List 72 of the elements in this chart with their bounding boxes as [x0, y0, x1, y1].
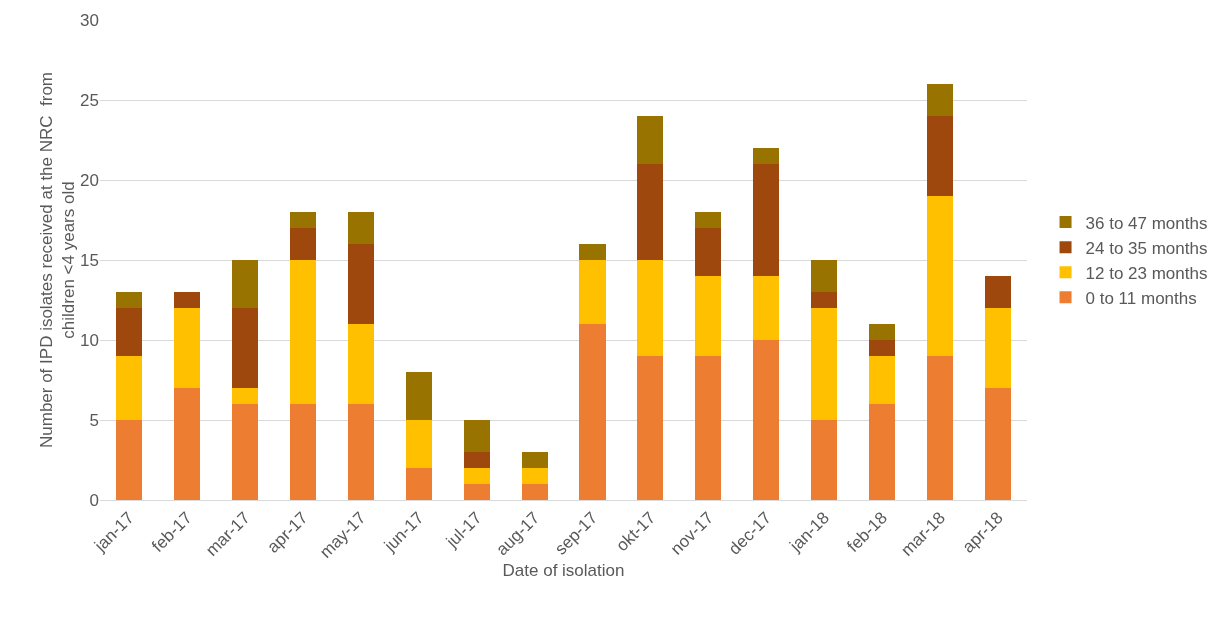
bar [347, 404, 374, 500]
y-tick-label: 30 [80, 10, 99, 30]
bar [173, 308, 200, 388]
bar [753, 276, 780, 340]
bar [985, 276, 1012, 308]
bar [289, 212, 316, 228]
bar [347, 212, 374, 244]
legend-label: 24 to 35 months [1085, 238, 1208, 258]
bar [231, 404, 258, 500]
y-tick-label: 10 [80, 330, 99, 350]
bar [579, 244, 606, 260]
bar [289, 404, 316, 500]
bar [927, 196, 954, 356]
bar [347, 244, 374, 324]
bar [811, 308, 838, 420]
bar [985, 388, 1012, 500]
y-tick-label: 0 [89, 490, 99, 510]
bar [463, 484, 490, 500]
bar [637, 260, 664, 356]
legend-label: 0 to 11 months [1085, 288, 1197, 308]
bar [637, 116, 664, 164]
bar [115, 356, 142, 420]
bar [347, 324, 374, 404]
bar [811, 420, 838, 500]
bar [753, 340, 780, 500]
bar [579, 324, 606, 500]
bar [405, 468, 432, 500]
legend-label: 36 to 47 months [1085, 213, 1208, 233]
bar [173, 388, 200, 500]
bar [115, 292, 142, 308]
bar [927, 356, 954, 500]
bar [869, 404, 896, 500]
bar [173, 292, 200, 308]
bar [869, 356, 896, 404]
bar [521, 484, 548, 500]
bar [869, 340, 896, 356]
bar [695, 276, 722, 356]
bar [811, 260, 838, 292]
bar [637, 356, 664, 500]
bar [231, 260, 258, 308]
bar [521, 452, 548, 468]
x-axis-title: Date of isolation [502, 561, 625, 581]
bar [985, 308, 1012, 388]
y-tick-label: 15 [80, 250, 99, 270]
bar [405, 420, 432, 468]
bar [289, 228, 316, 260]
legend-label: 12 to 23 months [1085, 263, 1208, 283]
bar [695, 212, 722, 228]
bar [753, 148, 780, 164]
bar [405, 372, 432, 420]
y-tick-label: 20 [80, 170, 99, 190]
bar [463, 468, 490, 484]
bar [463, 420, 490, 452]
bar [463, 452, 490, 468]
y-axis-title: Number of IPD isolates received at the NRC from children <4 years old [36, 71, 79, 449]
bar [115, 308, 142, 356]
bar [115, 420, 142, 500]
bar [695, 228, 722, 276]
bar [695, 356, 722, 500]
bar [811, 292, 838, 308]
bar [927, 116, 954, 196]
bar [753, 164, 780, 276]
y-tick-label: 5 [89, 410, 99, 430]
bar [927, 84, 954, 116]
bar [869, 324, 896, 340]
y-tick-label: 25 [80, 90, 99, 110]
bar [231, 308, 258, 388]
bar [231, 388, 258, 404]
bar [521, 468, 548, 484]
bar [289, 260, 316, 404]
bar [579, 260, 606, 324]
bar [637, 164, 664, 260]
